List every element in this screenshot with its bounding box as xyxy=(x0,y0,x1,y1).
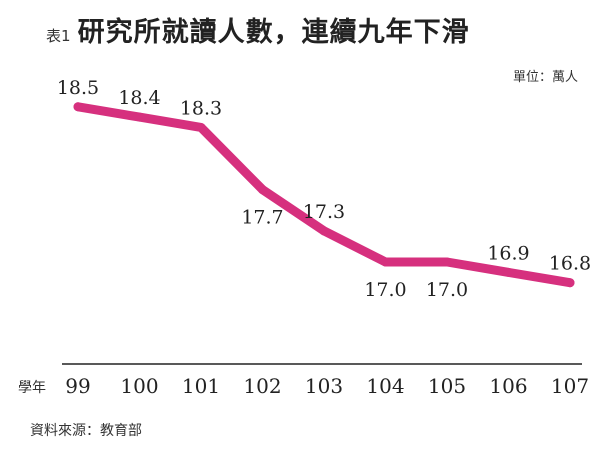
data-label: 18.4 xyxy=(118,87,160,109)
x-tick-label: 102 xyxy=(243,374,281,398)
x-tick-label: 101 xyxy=(182,374,220,398)
data-label: 16.8 xyxy=(549,253,591,275)
table-number: 表1 xyxy=(46,27,71,45)
data-label: 18.5 xyxy=(57,77,99,99)
data-point xyxy=(442,257,452,267)
x-tick-label: 104 xyxy=(366,374,404,398)
data-point xyxy=(73,102,83,112)
chart-title: 表1 研究所就讀人數，連續九年下滑 xyxy=(46,10,470,49)
x-tick-label: 105 xyxy=(428,374,466,398)
data-point xyxy=(319,226,329,236)
data-point xyxy=(381,257,390,267)
data-label: 18.3 xyxy=(180,97,222,119)
data-point xyxy=(135,112,144,122)
x-tick-label: 103 xyxy=(305,374,343,398)
data-point xyxy=(196,122,206,132)
x-tick-label: 100 xyxy=(120,374,158,398)
x-tick-label: 99 xyxy=(65,374,90,398)
x-axis-label: 學年 xyxy=(18,380,46,396)
x-tick-label: 107 xyxy=(551,374,589,398)
data-label: 17.0 xyxy=(364,279,406,301)
source-note: 資料來源：教育部 xyxy=(30,423,142,439)
data-label: 17.3 xyxy=(303,201,345,223)
unit-label: 單位：萬人 xyxy=(512,70,578,85)
x-tick-label: 106 xyxy=(489,374,527,398)
data-point xyxy=(258,185,267,195)
data-point xyxy=(504,267,513,277)
data-label: 16.9 xyxy=(487,242,529,264)
data-label: 17.0 xyxy=(426,279,468,301)
title-text: 研究所就讀人數，連續九年下滑 xyxy=(77,17,470,48)
data-point xyxy=(565,278,575,288)
data-label: 17.7 xyxy=(241,207,283,229)
